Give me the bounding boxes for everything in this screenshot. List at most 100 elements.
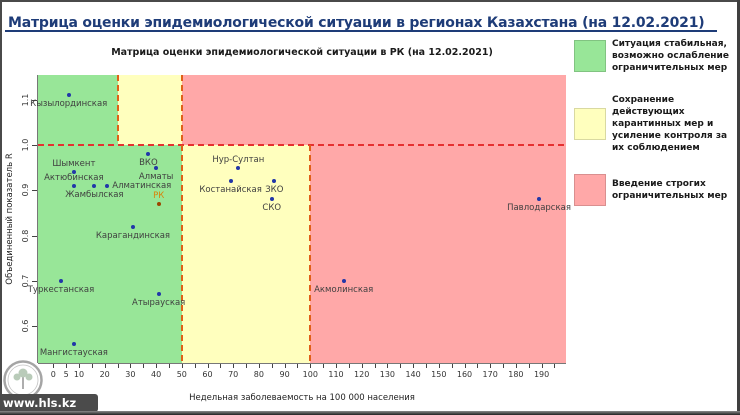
legend-swatch-green	[574, 40, 606, 72]
x-tick-label: 80	[253, 370, 264, 379]
region-label: Алматинская	[112, 180, 172, 191]
x-axis-tick	[464, 364, 466, 368]
x-tick-label: 0	[50, 370, 56, 379]
title-underline	[5, 30, 717, 32]
x-axis-tick	[310, 364, 312, 368]
legend: Ситуация стабильная, возможно ослабление…	[574, 38, 736, 206]
region-point	[71, 183, 76, 188]
region-label: Нур-Султан	[212, 154, 265, 165]
x-tick-label: 130	[379, 370, 396, 379]
x-tick-label: 70	[228, 370, 239, 379]
x-axis-tick	[156, 364, 158, 368]
x-axis-tick	[438, 364, 440, 368]
legend-swatch-yellow	[574, 108, 606, 140]
x-axis-line	[38, 363, 566, 364]
x-axis-tick	[336, 364, 337, 368]
region-point	[156, 201, 161, 206]
zone-green-upper	[38, 75, 118, 145]
page-title: Матрица оценки эпидемиологической ситуац…	[8, 15, 705, 32]
region-label: Жамбылская	[65, 189, 124, 200]
region-point	[130, 224, 135, 229]
region-point	[154, 165, 159, 170]
x-axis-tick	[387, 364, 389, 368]
region-point	[105, 183, 110, 188]
legend-label: Сохранение действующих карантинных мер и…	[612, 95, 728, 153]
legend-label: Ситуация стабильная, возможно ослабление…	[612, 39, 729, 73]
x-axis-tick	[271, 364, 273, 368]
region-point	[537, 197, 542, 202]
legend-item-strict: Введение строгих ограничительных мер	[574, 174, 736, 206]
region-label: Мангистауская	[39, 348, 108, 359]
region-label: ЗКО	[265, 185, 284, 196]
x-axis-tick	[490, 364, 492, 368]
region-label: Карагандинская	[95, 230, 171, 241]
x-axis-tick	[246, 364, 248, 368]
x-axis-tick	[258, 364, 260, 368]
region-point	[341, 278, 346, 283]
region-label: Актюбинская	[44, 172, 104, 183]
x-axis-tick	[541, 364, 543, 368]
region-label: Атырауская	[132, 298, 186, 309]
x-tick-label: 150	[431, 370, 447, 379]
x-axis-tick	[220, 364, 222, 368]
x-axis-tick	[233, 364, 235, 368]
x-tick-label: 160	[456, 370, 473, 379]
x-axis-tick	[79, 364, 80, 368]
x-axis-tick	[297, 364, 299, 368]
zone-yellow-lower	[181, 145, 311, 363]
frame-edge-top	[0, 0, 740, 2]
zone-pink-lower	[310, 145, 566, 363]
x-axis-tick	[425, 364, 427, 368]
region-label: Шымкент	[52, 159, 96, 170]
x-tick-label: 50	[176, 370, 187, 379]
zone-green-lower	[38, 145, 182, 363]
region-label: Костанайская	[199, 185, 262, 196]
x-tick-label: 170	[482, 370, 498, 379]
y-axis-tick	[32, 280, 37, 282]
x-axis-tick	[207, 364, 209, 368]
legend-swatch-pink	[574, 174, 606, 206]
region-point	[71, 170, 76, 175]
x-axis-tick	[413, 364, 415, 368]
x-axis-tick	[181, 364, 183, 368]
x-tick-label: 40	[151, 370, 162, 379]
x-axis-tick	[91, 364, 93, 368]
y-axis-tick	[32, 235, 37, 237]
x-tick-label: 60	[202, 370, 213, 379]
y-axis-tick	[32, 99, 37, 101]
x-axis-tick	[53, 364, 55, 368]
x-axis-tick	[528, 364, 530, 368]
x-tick-label: 120	[354, 370, 370, 379]
r-threshold-line	[38, 144, 566, 146]
x-tick-label: 190	[533, 370, 550, 379]
region-label: Павлодарская	[507, 203, 571, 214]
upper-zone-boundary-line	[116, 75, 119, 145]
region-point	[272, 179, 277, 184]
x-axis-tick	[451, 364, 453, 368]
region-point	[71, 342, 76, 347]
x-axis-tick	[66, 364, 68, 368]
y-axis-line	[37, 75, 38, 363]
legend-item-keep-measures: Сохранение действующих карантинных мер и…	[574, 94, 736, 154]
legend-item-stable: Ситуация стабильная, возможно ослабление…	[574, 38, 736, 74]
legend-label: Введение строгих ограничительных мер	[612, 179, 728, 201]
lower-zone-boundary-line	[180, 145, 183, 363]
y-axis-tick	[32, 145, 37, 146]
x-axis-tick	[554, 364, 556, 368]
y-tick-label: 1.0	[21, 138, 30, 152]
x-axis-tick	[361, 364, 363, 368]
y-axis-title: Объединенный показатель R	[5, 153, 15, 285]
x-axis-tick	[374, 364, 376, 368]
x-tick-label: 90	[279, 370, 290, 379]
x-axis-tick	[348, 364, 350, 368]
x-tick-label: 5	[63, 370, 69, 379]
region-label: Кызылординская	[30, 99, 108, 110]
region-point	[236, 165, 241, 170]
region-label: Акмолинская	[314, 284, 374, 295]
region-label: СКО	[262, 203, 282, 214]
x-tick-label: 10	[73, 370, 85, 379]
region-label: Туркестанская	[27, 284, 95, 295]
region-point	[92, 183, 97, 188]
frame-edge-bottom	[0, 411, 740, 415]
